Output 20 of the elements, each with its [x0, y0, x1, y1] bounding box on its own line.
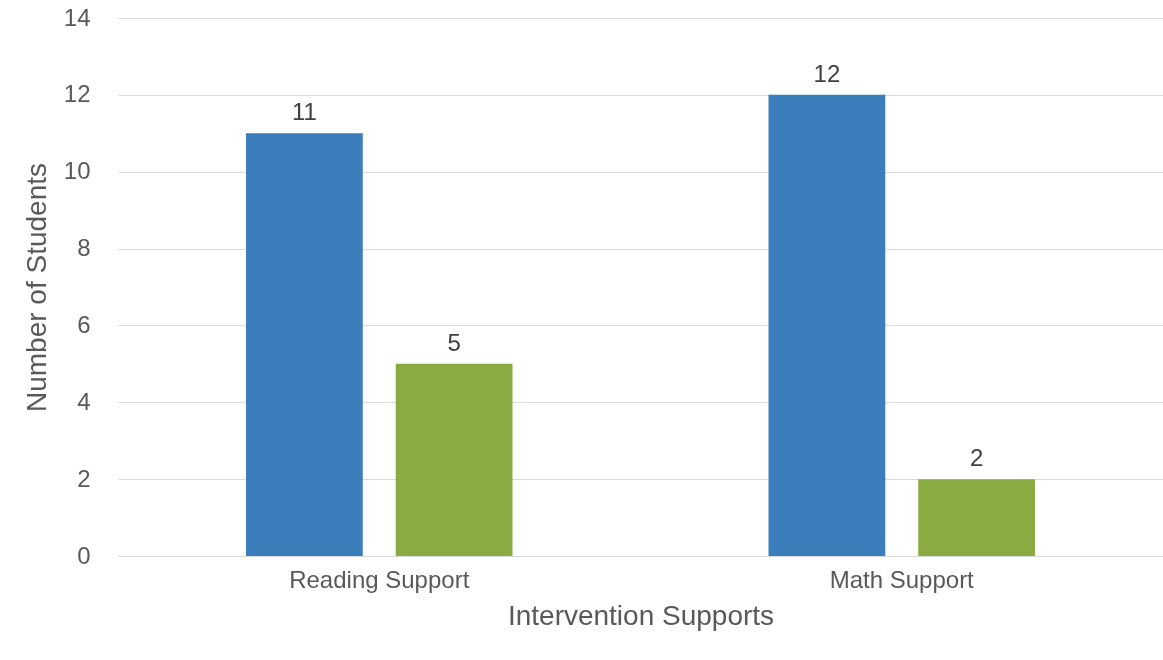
y-tick-label: 12: [63, 80, 91, 108]
y-tick-label: 4: [77, 387, 91, 415]
y-tick-label: 0: [77, 541, 91, 569]
data-label: 12: [813, 59, 841, 87]
x-tick-label: Math Support: [829, 565, 975, 593]
bar: [918, 479, 1035, 556]
data-label: 2: [969, 444, 984, 472]
bar: [768, 94, 886, 556]
x-axis-title: Intervention Supports: [507, 599, 775, 631]
data-label: 5: [447, 328, 461, 356]
y-tick-label: 8: [77, 234, 91, 262]
y-axis-title: Number of Students: [20, 162, 52, 413]
x-tick-label: Reading Support: [289, 565, 470, 593]
data-label: 11: [291, 98, 317, 126]
y-tick-label: 6: [77, 310, 91, 338]
bar: [246, 133, 363, 556]
y-tick-label: 14: [63, 3, 91, 31]
y-tick-label: 10: [63, 157, 91, 185]
y-tick-label: 2: [77, 464, 91, 492]
bar: [395, 363, 513, 556]
